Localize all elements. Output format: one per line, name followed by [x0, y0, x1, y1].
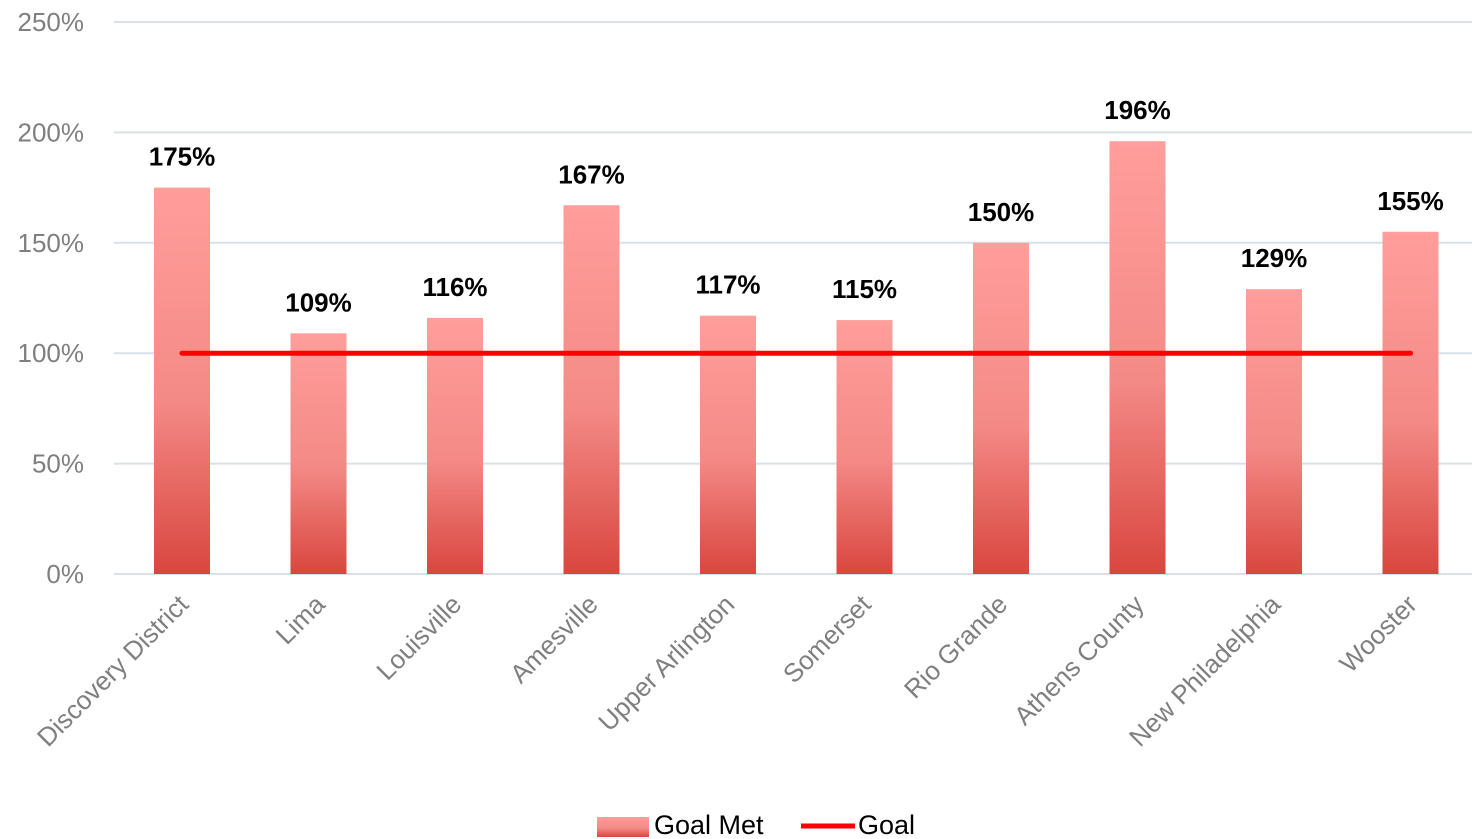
x-category-label: Rio Grande — [898, 589, 1013, 704]
data-label: 116% — [422, 272, 487, 302]
bar-goal-met — [154, 187, 210, 574]
x-category-label: Louisville — [370, 589, 467, 686]
bar-goal-met — [1382, 231, 1439, 574]
bar-goal-met — [973, 242, 1029, 575]
x-category-label: Amesville — [504, 589, 604, 689]
x-category-label: New Philadelphia — [1123, 589, 1287, 753]
bar-goal-met — [1246, 289, 1302, 574]
data-label: 129% — [1241, 243, 1308, 273]
y-tick-label: 50% — [32, 449, 84, 479]
legend-swatch-goal-met — [597, 817, 649, 837]
data-label: 150% — [968, 197, 1035, 227]
data-label: 115% — [832, 274, 897, 304]
data-label: 196% — [1104, 95, 1171, 125]
x-category-label: Wooster — [1333, 589, 1423, 679]
x-category-label: Somerset — [777, 588, 877, 688]
y-tick-label: 200% — [18, 117, 85, 147]
bar-goal-met — [836, 320, 893, 574]
bar-goal-met — [1109, 141, 1166, 574]
y-tick-label: 250% — [18, 7, 85, 37]
y-tick-label: 0% — [46, 559, 84, 589]
bar-goal-met — [563, 205, 620, 575]
legend-label-goal: Goal — [858, 810, 915, 839]
bar-goal-met — [700, 315, 756, 574]
legend: Goal Met Goal — [597, 810, 915, 839]
y-tick-label: 150% — [18, 228, 85, 258]
data-label: 155% — [1377, 186, 1444, 216]
x-category-label: Lima — [270, 589, 331, 650]
x-category-label: Upper Arlington — [592, 589, 740, 737]
x-category-label: Discovery District — [31, 588, 195, 752]
data-label: 117% — [695, 270, 760, 300]
x-category-label: Athens County — [1008, 589, 1150, 731]
legend-label-goal-met: Goal Met — [654, 810, 764, 839]
y-tick-label: 100% — [18, 338, 85, 368]
bar-goal-met — [290, 333, 347, 574]
data-label: 109% — [285, 287, 352, 317]
data-label: 167% — [558, 159, 625, 189]
data-label: 175% — [149, 142, 216, 172]
bar-goal-met — [427, 317, 483, 574]
